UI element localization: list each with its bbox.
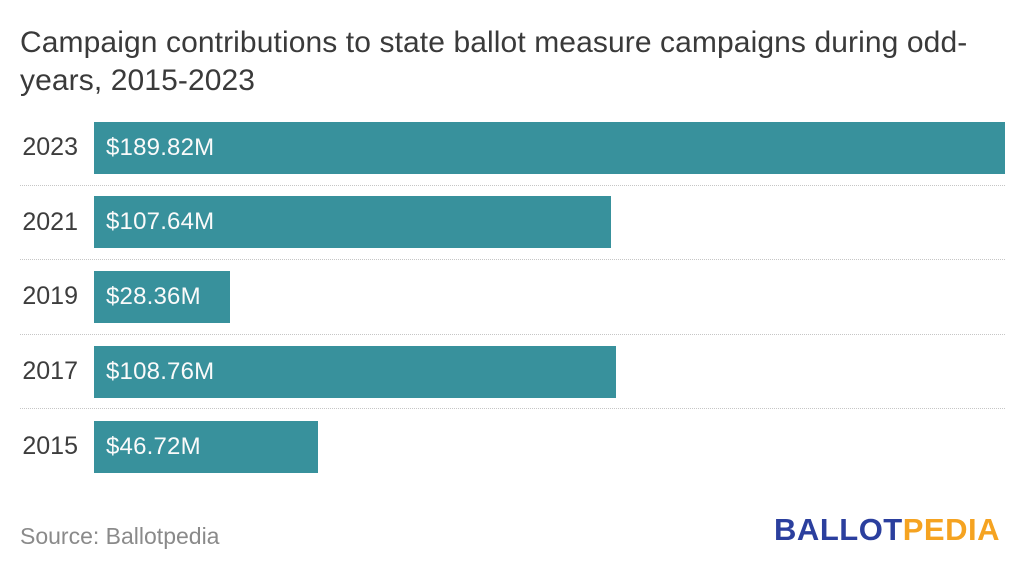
bar-value-label: $28.36M	[106, 282, 201, 310]
chart-row-2023: 2023 $189.82M	[20, 111, 1005, 186]
bar-2019: $28.36M	[94, 270, 231, 323]
chart-row-2019: 2019 $28.36M	[20, 260, 1005, 335]
chart-row-2017: 2017 $108.76M	[20, 335, 1005, 410]
year-label: 2021	[22, 207, 78, 236]
source-text: Source: Ballotpedia	[20, 523, 220, 549]
year-label: 2023	[22, 133, 78, 162]
year-label: 2015	[22, 432, 78, 461]
logo-ballot-text: BALLOT	[774, 512, 903, 547]
bar-2023: $189.82M	[94, 121, 1005, 174]
chart-title: Campaign contributions to state ballot m…	[20, 26, 968, 97]
year-label: 2019	[22, 282, 78, 311]
bar-chart: 2023 $189.82M 2021 $107.64M 2019 $28.36M 2017 $…	[20, 111, 1005, 484]
bar-track: $107.64M	[94, 196, 1005, 249]
bar-value-label: $189.82M	[106, 133, 215, 161]
chart-row-2015: 2015 $46.72M	[20, 409, 1005, 484]
chart-row-2021: 2021 $107.64M	[20, 186, 1005, 261]
bar-value-label: $46.72M	[106, 432, 201, 460]
ballotpedia-logo: BALLOTPEDIA	[774, 512, 1000, 548]
bar-2021: $107.64M	[94, 196, 611, 249]
bar-2015: $46.72M	[94, 420, 319, 473]
bar-track: $189.82M	[94, 121, 1005, 174]
year-label: 2017	[22, 357, 78, 386]
bar-track: $108.76M	[94, 345, 1005, 398]
bar-2017: $108.76M	[94, 345, 616, 398]
bar-value-label: $108.76M	[106, 357, 215, 385]
logo-pedia-text: PEDIA	[902, 512, 1000, 547]
bar-track: $46.72M	[94, 420, 1005, 473]
bar-track: $28.36M	[94, 270, 1005, 323]
bar-value-label: $107.64M	[106, 208, 215, 236]
